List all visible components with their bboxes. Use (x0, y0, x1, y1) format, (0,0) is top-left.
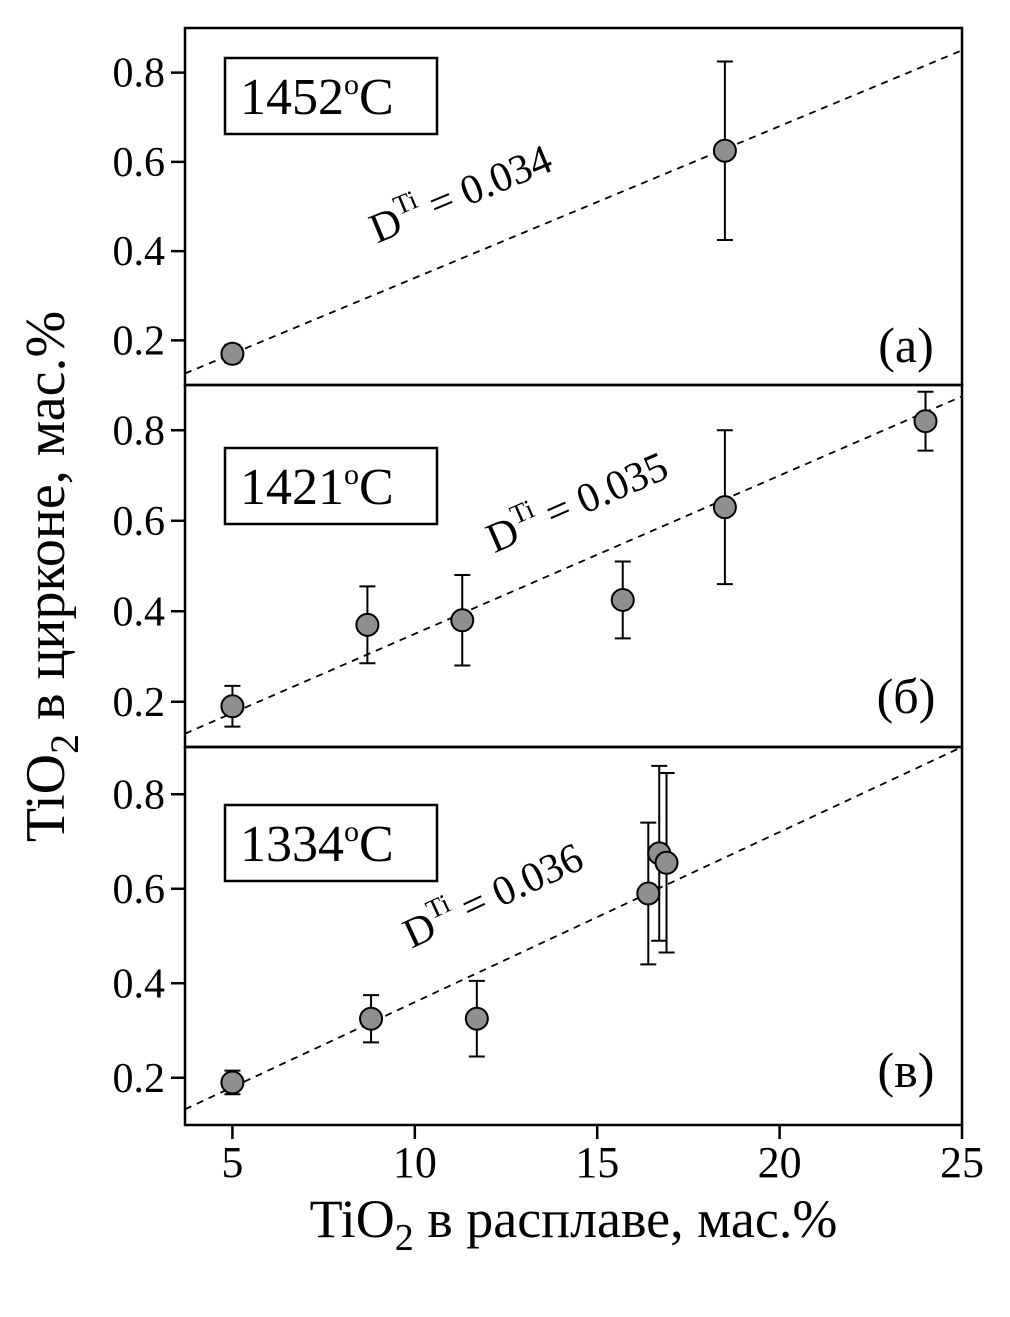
x-tick-label: 10 (393, 1138, 437, 1187)
data-point (464, 1006, 489, 1031)
y-tick-label: 0.4 (113, 589, 166, 635)
y-tick-label: 0.6 (113, 867, 166, 913)
y-tick-label: 0.8 (113, 408, 166, 454)
y-tick-label: 0.4 (113, 961, 166, 1007)
data-point (220, 341, 245, 366)
partition-coefficient-label: DTi = 0.035 (478, 438, 675, 562)
data-point (636, 881, 661, 906)
data-point (220, 694, 245, 719)
temperature-label: 1452oC (240, 68, 394, 126)
y-tick-label: 0.8 (113, 51, 166, 97)
temperature-box (223, 803, 439, 883)
trend-line (184, 746, 963, 1111)
partition-coefficient-label: DTi = 0.034 (361, 131, 559, 253)
data-point (355, 612, 380, 637)
data-point (450, 608, 475, 633)
y-tick-label: 0.2 (113, 318, 166, 364)
trend-line (184, 395, 963, 735)
data-point (220, 1070, 245, 1095)
temperature-box (223, 446, 439, 526)
y-tick-label: 0.6 (113, 140, 166, 186)
data-point (913, 409, 938, 434)
y-tick-label: 0.4 (113, 229, 166, 275)
panel-frame (183, 745, 964, 1127)
x-axis-title: TiO2 в расплаве, мас.% (310, 1189, 838, 1259)
data-point (359, 1006, 384, 1031)
data-point (610, 587, 635, 612)
x-tick-label: 20 (758, 1138, 802, 1187)
y-tick-label: 0.2 (113, 680, 166, 726)
panel-frame (183, 383, 964, 749)
y-tick-label: 0.6 (113, 499, 166, 545)
y-tick-label: 0.2 (113, 1056, 166, 1102)
panel-letter: (б) (877, 668, 936, 724)
trend-line (184, 49, 963, 375)
panel-2: 0.2 0.4 0.6 0.8 1421oC DTi = 0.035 (б) (113, 383, 964, 749)
data-point (712, 138, 737, 163)
y-tick-label: 0.8 (113, 772, 166, 818)
x-tick-label: 15 (575, 1138, 619, 1187)
data-point (712, 495, 737, 520)
x-tick-label: 25 (940, 1138, 984, 1187)
temperature-label: 1334oC (240, 815, 394, 873)
temperature-box (223, 56, 439, 136)
x-tick-label: 5 (221, 1138, 243, 1187)
y-axis-title: TiO2 в цирконе, мас.% (15, 311, 87, 842)
temperature-label: 1421oC (240, 458, 394, 516)
panel-letter: (а) (878, 317, 934, 373)
panel-letter: (в) (878, 1042, 935, 1098)
data-point (654, 850, 679, 875)
